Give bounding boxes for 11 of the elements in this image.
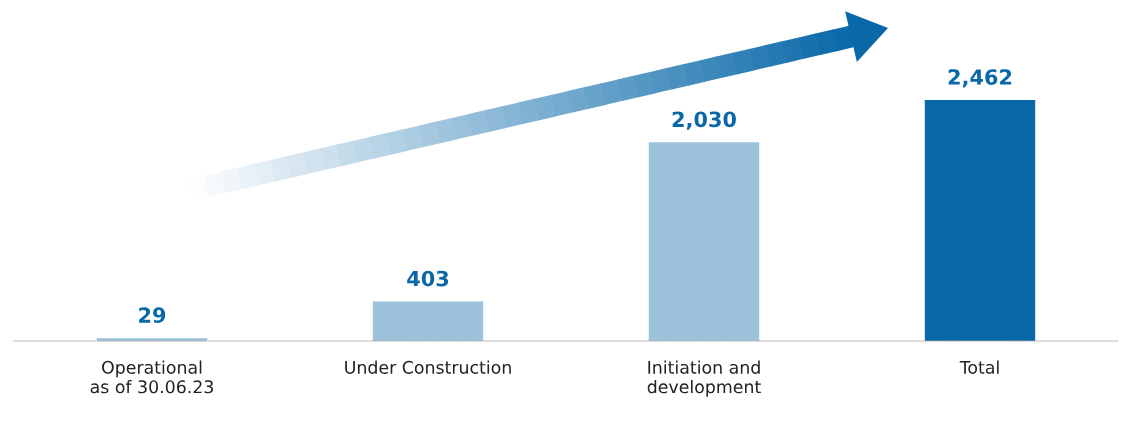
data-label: 2,030 xyxy=(672,111,736,130)
data-label: 403 xyxy=(407,270,449,287)
x-tick-label: Under Construction xyxy=(345,360,511,374)
data-label: 29 xyxy=(139,307,166,324)
x-tick-label: Total xyxy=(959,360,999,374)
data-label: 2,462 xyxy=(948,69,1012,88)
bar xyxy=(648,142,760,341)
x-tick-label: Operational as of 30.06.23 xyxy=(90,360,213,394)
bar xyxy=(372,301,484,341)
x-tick-label: Initiation and development xyxy=(647,360,761,397)
bar xyxy=(924,100,1036,341)
